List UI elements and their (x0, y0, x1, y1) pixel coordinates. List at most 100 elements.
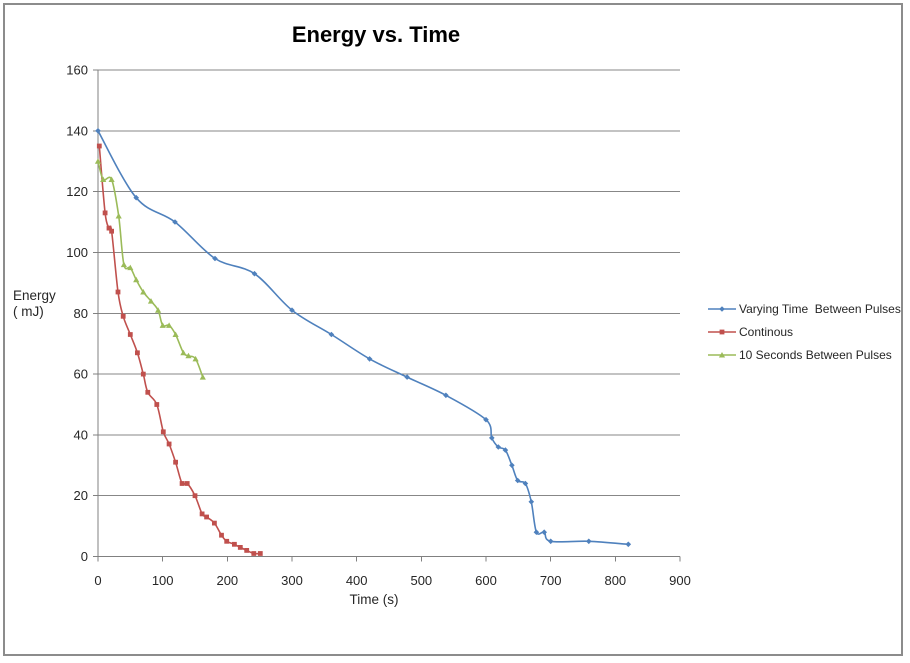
series-1-marker (166, 441, 172, 447)
series-0-marker (289, 307, 295, 313)
x-tick-label: 700 (540, 573, 562, 588)
chart-frame (3, 3, 903, 656)
series-1-marker (115, 289, 121, 295)
legend-marker-icon (708, 305, 736, 312)
series-2-marker (94, 158, 102, 164)
y-axis-title-line2: ( mJ) (13, 304, 44, 319)
series-1-marker (154, 402, 160, 407)
series-1-marker (120, 313, 126, 319)
x-tick-label: 600 (475, 573, 497, 588)
y-tick-label: 40 (74, 427, 88, 442)
x-axis-title: Time (s) (349, 592, 399, 607)
series-0-marker (502, 447, 509, 453)
series-2-marker (133, 276, 140, 283)
legend-marker-icon (708, 329, 736, 334)
series-1-marker (140, 371, 146, 377)
legend-label: Continous (739, 324, 794, 339)
series-2-marker (172, 331, 179, 337)
y-tick-label: 100 (66, 245, 88, 260)
series-2-marker (166, 322, 173, 328)
y-tick-label: 140 (66, 123, 88, 138)
series-2-marker (100, 176, 107, 182)
series-1-marker (199, 511, 205, 517)
series-0-marker (366, 356, 373, 362)
series-0-marker (133, 194, 139, 201)
series-0-marker (251, 270, 258, 277)
x-tick-label: 300 (281, 573, 303, 588)
x-tick-label: 900 (669, 573, 691, 588)
series-0-marker (625, 541, 632, 548)
series-1-marker (102, 210, 108, 216)
series-1-marker (237, 545, 243, 550)
y-tick-label: 160 (66, 63, 88, 78)
series-1-marker (204, 514, 209, 520)
series-1-marker (251, 551, 257, 556)
x-tick-label: 400 (346, 573, 368, 588)
series-0-marker (489, 435, 495, 441)
legend-label: 10 Seconds Between Pulses (739, 347, 892, 362)
y-tick-label: 60 (74, 367, 88, 382)
series-1-marker (184, 481, 190, 486)
series-0-marker (528, 499, 535, 505)
x-tick-label: 100 (152, 573, 174, 588)
y-tick-label: 120 (66, 184, 88, 199)
series-2-marker (199, 374, 206, 380)
series-1-marker (145, 389, 151, 395)
series-0-marker (328, 331, 335, 338)
legend-item-0: Varying Time Between Pulses (708, 297, 901, 320)
series-0-marker (586, 538, 592, 545)
series-2-marker (115, 213, 122, 219)
legend-marker-icon (708, 351, 736, 357)
series-1-marker (244, 548, 250, 553)
series-0-marker (483, 416, 489, 423)
series-2-marker (120, 261, 127, 268)
series-2-marker (159, 322, 166, 328)
series-2-group (94, 158, 206, 380)
series-2-marker (140, 289, 147, 295)
legend-label: Varying Time Between Pulses (739, 301, 901, 316)
series-2-marker (108, 176, 115, 182)
x-tick-label: 0 (94, 573, 101, 588)
series-1-marker (224, 538, 230, 544)
series-1-marker (257, 551, 263, 556)
series-0-marker (509, 462, 515, 469)
series-1-marker (109, 228, 114, 234)
x-tick-label: 500 (410, 573, 432, 588)
series-1-marker (127, 332, 133, 337)
legend-item-2: 10 Seconds Between Pulses (708, 343, 901, 366)
series-0-marker (172, 219, 178, 225)
series-0-marker (514, 477, 521, 484)
y-axis-title-line1: Energy (13, 288, 56, 303)
series-2-line (97, 160, 204, 378)
series-1-marker (219, 532, 224, 538)
series-1-line (98, 145, 262, 555)
ticks-group: 0 20 40 60 80 100 120 140 160 0 100 200 300 400 500 600… (66, 63, 691, 589)
y-axis-title: Energy ( mJ) (13, 288, 56, 320)
series-0-marker (547, 538, 554, 545)
series-0-marker (533, 529, 540, 535)
series-1-group (96, 143, 263, 556)
series-2-marker (185, 352, 192, 359)
y-tick-label: 0 (81, 549, 88, 564)
series-0-marker (495, 444, 502, 450)
series-1-marker (232, 541, 237, 547)
legend: Varying Time Between Pulses Continous 10 S… (708, 297, 901, 366)
series-1-marker (135, 350, 140, 356)
series-2-marker (180, 349, 187, 356)
series-0-marker (404, 374, 410, 380)
series-0-marker (541, 529, 547, 535)
series-2-marker (147, 298, 155, 304)
series-1-marker (192, 493, 198, 499)
series-0-marker (443, 392, 449, 399)
series-1-marker (160, 429, 166, 435)
series-0-marker (212, 255, 218, 262)
series-0-group (95, 128, 632, 548)
series-2-marker (192, 355, 199, 362)
series-0-marker (95, 128, 101, 134)
series-2-marker (155, 307, 162, 313)
series-0-marker (522, 480, 529, 487)
x-tick-label: 200 (216, 573, 238, 588)
series-1-marker (173, 459, 178, 465)
chart-title: Energy vs. Time (291, 22, 461, 47)
legend-item-1: Continous (708, 320, 901, 343)
